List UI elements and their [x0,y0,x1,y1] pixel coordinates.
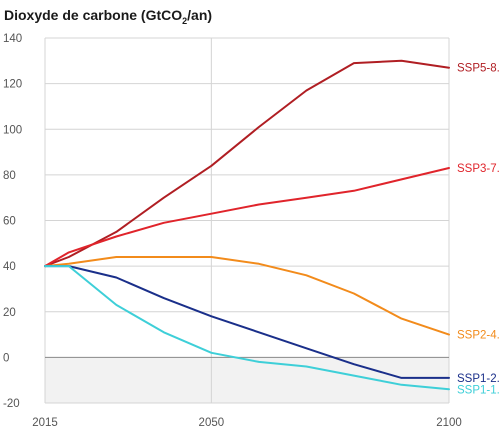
series-line [44,265,450,379]
negative-emissions-region [45,357,449,403]
series-lines [44,59,450,391]
series-line [44,256,450,336]
x-tick-label: 2050 [199,417,225,429]
y-tick-label: 0 [3,352,9,364]
y-tick-label: 40 [3,261,16,273]
chart-title: Dioxyde de carbone (GtCO2/an) [4,7,213,26]
y-tick-label: 100 [3,124,22,136]
y-tick-label: 120 [3,79,22,91]
y-tick-label: 60 [3,216,16,228]
negative-region-fill [45,357,449,403]
series-line [44,265,450,391]
y-tick-label: -20 [3,398,20,410]
series-label: SSP1-1.9 [457,384,500,396]
series-line [44,167,450,268]
y-tick-label: 20 [3,307,16,319]
series-line [44,59,450,268]
y-tick-label: 140 [3,33,22,45]
y-tick-label: 80 [3,170,16,182]
series-label: SSP1-2.6 [457,373,500,385]
series-label: SSP3-7.0 [457,163,500,175]
y-axis-ticks: 140 120 100 80 60 40 20 0 -20 [3,33,22,410]
series-labels: SSP5-8.5 SSP3-7.0 SSP2-4.5 SSP1-2.6SSP1-1.9 [457,63,500,397]
x-axis-ticks: 2015 2050 2100 [32,417,462,429]
x-tick-label: 2015 [32,417,58,429]
grid-lines [44,37,450,404]
x-tick-label: 2100 [436,417,462,429]
series-label: SSP2-4.5 [457,330,500,342]
series-label: SSP5-8.5 [457,63,500,75]
